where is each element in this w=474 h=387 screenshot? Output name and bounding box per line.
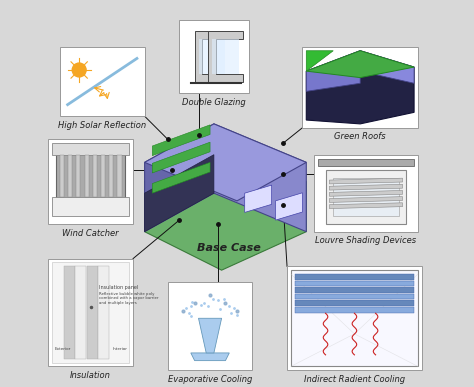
- Polygon shape: [329, 184, 402, 190]
- Bar: [101, 155, 105, 197]
- Bar: [295, 274, 414, 280]
- Polygon shape: [152, 163, 210, 193]
- Polygon shape: [208, 31, 243, 82]
- Bar: [76, 155, 81, 197]
- Bar: [295, 281, 414, 286]
- Polygon shape: [145, 124, 214, 232]
- Polygon shape: [306, 51, 414, 78]
- Polygon shape: [145, 155, 214, 232]
- Circle shape: [72, 63, 86, 77]
- Polygon shape: [145, 124, 306, 201]
- Bar: [326, 170, 406, 224]
- Polygon shape: [306, 51, 414, 124]
- Bar: [295, 300, 414, 306]
- Bar: [109, 155, 113, 197]
- Polygon shape: [306, 51, 333, 71]
- Polygon shape: [245, 185, 272, 212]
- Polygon shape: [275, 193, 302, 220]
- Text: High Solar Reflection: High Solar Reflection: [58, 121, 146, 130]
- Polygon shape: [199, 318, 222, 353]
- Text: Louvre Shading Devices: Louvre Shading Devices: [315, 236, 417, 245]
- Bar: [48, 259, 133, 366]
- Polygon shape: [360, 51, 414, 83]
- Polygon shape: [152, 142, 210, 173]
- Bar: [48, 139, 133, 224]
- Polygon shape: [199, 39, 226, 74]
- Polygon shape: [329, 203, 402, 209]
- Bar: [75, 266, 86, 359]
- Bar: [295, 307, 414, 313]
- Bar: [87, 266, 98, 359]
- Text: Indirect Radient Cooling: Indirect Radient Cooling: [304, 375, 405, 384]
- Bar: [318, 159, 414, 166]
- Text: Insulation: Insulation: [70, 371, 111, 380]
- Text: Reflective bubble white poly
combined with a vapor barrier
and multiple layers: Reflective bubble white poly combined wi…: [99, 292, 159, 305]
- Bar: [93, 155, 97, 197]
- Bar: [99, 266, 109, 359]
- Bar: [60, 47, 145, 116]
- Text: Base Case: Base Case: [198, 243, 261, 253]
- Polygon shape: [195, 31, 229, 82]
- Bar: [302, 47, 418, 128]
- Polygon shape: [329, 178, 402, 184]
- Polygon shape: [214, 124, 306, 232]
- Bar: [56, 151, 125, 201]
- Bar: [295, 287, 414, 293]
- Bar: [314, 155, 418, 232]
- Bar: [84, 155, 89, 197]
- Text: Exterior: Exterior: [54, 347, 71, 351]
- Bar: [64, 266, 74, 359]
- Bar: [179, 20, 248, 93]
- Polygon shape: [191, 353, 229, 361]
- Polygon shape: [329, 197, 402, 202]
- Bar: [68, 155, 72, 197]
- Bar: [333, 178, 399, 216]
- Text: Interior: Interior: [112, 347, 128, 351]
- Polygon shape: [152, 125, 210, 156]
- Polygon shape: [329, 190, 402, 196]
- Bar: [52, 143, 129, 155]
- Bar: [295, 294, 414, 300]
- Bar: [168, 282, 252, 370]
- Polygon shape: [145, 143, 306, 270]
- Text: Wind Catcher: Wind Catcher: [63, 229, 119, 238]
- Bar: [60, 155, 64, 197]
- Polygon shape: [212, 39, 239, 74]
- Bar: [52, 197, 129, 216]
- Text: Insulation panel: Insulation panel: [99, 285, 138, 290]
- Text: Double Glazing: Double Glazing: [182, 98, 246, 107]
- Bar: [287, 266, 422, 370]
- Bar: [118, 155, 121, 197]
- Bar: [291, 270, 418, 366]
- Text: Evaporative Cooling: Evaporative Cooling: [168, 375, 252, 384]
- Polygon shape: [306, 51, 360, 91]
- Bar: [52, 262, 129, 363]
- Text: Green Roofs: Green Roofs: [334, 132, 386, 141]
